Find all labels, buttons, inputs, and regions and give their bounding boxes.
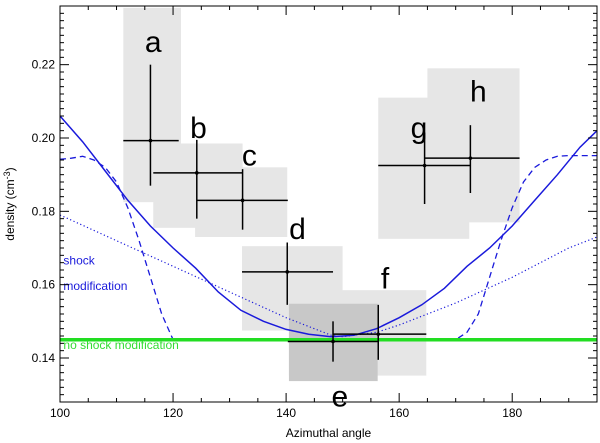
data-point-c: [196, 169, 288, 230]
point-label-g: g: [411, 112, 428, 145]
annotation-shock2: modification: [63, 279, 127, 293]
x-tick-label: 160: [389, 406, 409, 420]
point-marker-e: [331, 339, 335, 344]
data-point-a: [123, 64, 179, 186]
data-point-e: [287, 321, 378, 362]
point-marker-g: [422, 163, 427, 168]
point-label-f: f: [381, 262, 390, 295]
uncertainty-box-c: [195, 167, 288, 237]
data-point-g: [378, 132, 471, 204]
y-tick-label: 0.22: [32, 58, 56, 72]
point-label-a: a: [145, 26, 162, 59]
point-marker-f: [376, 332, 381, 336]
y-tick-label: 0.18: [32, 204, 56, 218]
y-axis-title-close: ): [3, 167, 17, 171]
y-axis-title: density (cm-3): [2, 167, 17, 240]
model-curves: [59, 115, 598, 342]
uncertainty-box-h: [427, 68, 520, 223]
data-point-h: [424, 125, 520, 193]
x-tick-label: 180: [502, 406, 522, 420]
point-labels: a b c d e f g h: [145, 26, 487, 414]
annotation-noshock: no shock modification: [63, 338, 178, 352]
y-axis-title-main: density (cm: [3, 179, 17, 240]
point-marker-b: [194, 171, 199, 175]
y-axis-title-superscript: -3: [2, 171, 12, 179]
y-tick-label: 0.16: [32, 278, 56, 292]
point-marker-h: [468, 156, 473, 160]
axes: 100 120 140 160 180 0.14 0.16 0.18 0.20 0.22: [32, 5, 598, 420]
point-label-h: h: [470, 75, 487, 108]
data-points: [123, 64, 520, 362]
y-tick-label: 0.14: [32, 351, 56, 365]
dotted-curve: [59, 214, 598, 338]
point-marker-c: [240, 198, 245, 203]
point-label-e: e: [331, 380, 348, 413]
data-point-d: [242, 242, 334, 305]
x-tick-label: 100: [50, 406, 70, 420]
point-marker-d: [285, 270, 290, 274]
annotations: shock modification no shock modification: [63, 254, 178, 352]
data-point-b: [153, 139, 243, 219]
uncertainty-boxes: [123, 7, 520, 382]
point-label-c: c: [242, 140, 257, 173]
solid-curve: [59, 115, 598, 338]
point-marker-a: [148, 138, 153, 143]
x-tick-label: 140: [276, 406, 296, 420]
y-tick-label: 0.20: [32, 131, 56, 145]
x-tick-label: 120: [163, 406, 183, 420]
point-label-b: b: [190, 112, 207, 145]
data-point-f: [333, 304, 427, 360]
x-axis-title: Azimuthal angle: [286, 426, 372, 440]
annotation-shock1: shock: [63, 254, 95, 268]
point-label-d: d: [289, 213, 306, 246]
